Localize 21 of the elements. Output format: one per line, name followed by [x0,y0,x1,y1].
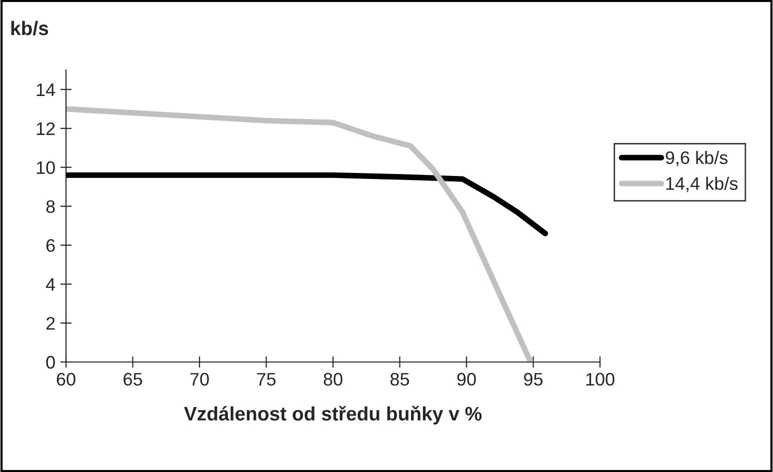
y-tick-label: 2 [46,317,55,330]
x-tick-label: 80 [324,372,342,386]
x-tick-label: 95 [524,372,543,386]
y-tick-label: 8 [46,200,55,213]
y-tick-label: 4 [46,278,56,291]
x-tick-label: 85 [390,372,410,386]
y-tick-label: 10 [36,161,55,174]
x-tick-label: 70 [190,372,209,386]
y-tick-label: 14 [36,84,56,96]
y-tick-label: 6 [46,239,55,252]
y-tick-label: 12 [36,122,55,135]
x-tick-label: 100 [586,372,614,386]
legend-label: 14,4 kb/s [666,176,738,192]
y-tick-label: 0 [46,356,55,369]
x-tick-label: 90 [457,372,476,386]
x-tick-label: 75 [257,373,276,386]
legend-label: 9,6 kb/s [666,150,728,166]
x-tick-label: 65 [124,372,142,386]
x-tick-label: 60 [56,372,76,386]
x-axis-title: Vzdálenost od středu buňky v % [184,406,482,424]
y-axis-title: kb/s [11,20,48,36]
